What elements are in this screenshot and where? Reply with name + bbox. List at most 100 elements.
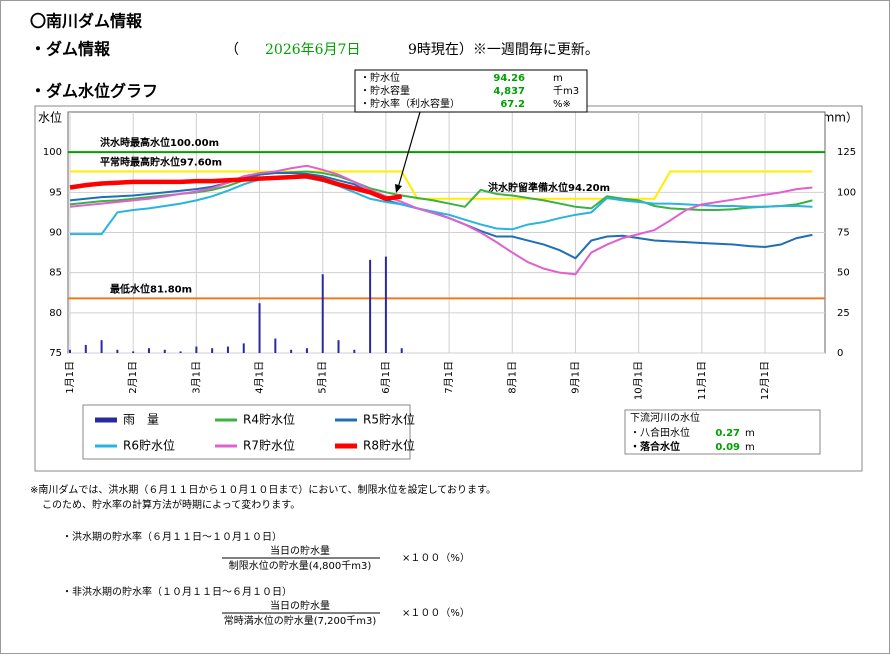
series-line [69, 174, 403, 202]
y2-tick-label: 75 [837, 228, 850, 239]
x-tick-label: 1月1日 [64, 361, 76, 394]
downstream-value: 0.09 [715, 442, 740, 453]
y-tick-label: 85 [49, 268, 62, 279]
info-box [354, 69, 588, 113]
rain-bar [147, 348, 150, 353]
y2-tick-label: 50 [837, 268, 850, 279]
rain-bar [195, 346, 198, 353]
y-tick-label: 75 [49, 348, 62, 359]
x-tick-label: 11月1日 [696, 361, 708, 400]
note: ※南川ダムでは、洪水期（６月１１日から１０月１０日まで）において、制限水位を設定… [30, 483, 496, 496]
y2-tick-label: 125 [837, 147, 856, 158]
series-line [70, 175, 813, 236]
legend-label: R6貯水位 [123, 438, 175, 453]
rain-bar [179, 351, 182, 353]
reference-label: 洪水時最高水位100.00m [100, 136, 219, 149]
y-tick-label: 100 [43, 147, 62, 158]
rain-bar [290, 349, 293, 353]
rain-bar [226, 346, 229, 353]
info-unit: m [553, 73, 563, 84]
rain-bar [132, 351, 135, 353]
rain-bar [305, 348, 308, 353]
x-tick-label: 4月1日 [254, 361, 266, 394]
page-title: 〇南川ダム情報 [30, 12, 143, 31]
info-value: 67.2 [500, 99, 525, 110]
x-tick-label: 5月1日 [317, 361, 329, 394]
reference-label: 洪水貯留準備水位94.20m [488, 181, 610, 194]
rain-bar [242, 343, 245, 353]
rain-bar [400, 348, 403, 353]
downstream-label: ・八合田水位 [630, 426, 690, 439]
legend-label: R5貯水位 [363, 412, 415, 427]
formula-title: ・洪水期の貯水率（６月１１日～１０月１０日） [62, 530, 282, 543]
rain-bar [258, 303, 261, 353]
x-tick-label: 2月1日 [127, 361, 139, 394]
legend-items: 雨 量 R4貯水位 R5貯水位 R6貯水位 R7貯水位 R8貯水位 [95, 412, 415, 453]
rain-bar [369, 259, 372, 353]
legend-label: R7貯水位 [243, 438, 295, 453]
y-tick-label: 90 [49, 228, 62, 239]
info-label: ・貯水位 [360, 71, 400, 84]
x-tick-label: 6月1日 [380, 361, 392, 394]
downstream-label: ・落合水位 [630, 440, 680, 453]
legend-label: R4貯水位 [243, 412, 295, 427]
rain-bar [274, 338, 277, 353]
rain-bar [84, 344, 87, 353]
legend-label: R8貯水位 [363, 438, 415, 453]
rain-bar [116, 349, 119, 353]
reference-label: 最低水位81.80m [110, 282, 192, 295]
series-line [69, 164, 813, 276]
rain-bar [69, 349, 71, 353]
note: このため、貯水率の計算方法が時期によって変わります。 [42, 498, 300, 511]
downstream-box [624, 409, 821, 455]
formula-numerator: 当日の貯水量 [270, 544, 330, 557]
x-tick-label: 7月1日 [443, 361, 455, 394]
downstream-rows: ・八合田水位 0.27 m ・落合水位 0.09 m [630, 426, 755, 453]
rain-bar [163, 349, 166, 353]
y-tick-label: 95 [49, 187, 62, 198]
formula-factor: ×１００（%） [402, 552, 470, 564]
arrow-head [395, 184, 402, 193]
downstream-value: 0.27 [715, 428, 740, 439]
rain-bar [211, 348, 214, 353]
x-tick-label: 12月1日 [759, 361, 771, 400]
info-label: ・貯水率（利水容量） [360, 97, 460, 110]
time-note: 9時現在）※一週間毎に更新。 [408, 42, 599, 58]
info-unit: 千m3 [553, 85, 579, 97]
info-value: 4,837 [493, 86, 525, 97]
info-unit: %※ [553, 99, 571, 110]
y2-tick-label: 25 [837, 308, 850, 319]
info-label: ・貯水容量 [360, 84, 410, 97]
rain-bar [337, 340, 340, 353]
info-rows: ・貯水位 94.26 m ・貯水容量 4,837 千m3 ・貯水率（利水容量） 67.2 %※ [360, 71, 579, 110]
formula-numerator: 当日の貯水量 [270, 599, 330, 612]
date: 2026年6月7日 [265, 42, 360, 58]
section-title: ・ダム水位グラフ [30, 82, 158, 101]
rain-bar [384, 256, 387, 353]
x-tick-label: 8月1日 [506, 361, 518, 394]
rain-bar [100, 340, 103, 353]
formula-denominator: 制限水位の貯水量(4,800千m3) [229, 559, 372, 572]
rain-bar [353, 349, 356, 353]
rain-bar [321, 274, 324, 353]
arrow [397, 111, 421, 189]
section-title: ・ダム情報 [30, 40, 111, 59]
legend [82, 404, 411, 460]
downstream-unit: m [745, 428, 755, 439]
x-tick-label: 3月1日 [190, 361, 202, 394]
formula-factor: ×１００（%） [402, 607, 470, 619]
y-tick-label: 80 [49, 308, 62, 319]
downstream-title: 下流河川の水位 [630, 411, 700, 424]
x-tick-label: 9月1日 [569, 361, 581, 394]
formula-denominator: 常時満水位の貯水量(7,200千m3) [224, 614, 377, 627]
legend-label: 雨 量 [123, 413, 159, 427]
reference-label: 平常時最高貯水位97.60m [100, 155, 222, 168]
paren: （ [225, 42, 239, 58]
formula-title: ・非洪水期の貯水率（１０月１１日～６月１０日） [62, 585, 292, 598]
x-tick-label: 10月1日 [633, 361, 645, 400]
info-value: 94.26 [493, 73, 525, 84]
plot: 75 80 85 90 95 100 0 25 50 75 100 125 1月1日 2月1日 3月1日 4月… [43, 111, 856, 400]
y2-tick-label: 100 [837, 187, 856, 198]
y2-tick-label: 0 [837, 348, 843, 359]
